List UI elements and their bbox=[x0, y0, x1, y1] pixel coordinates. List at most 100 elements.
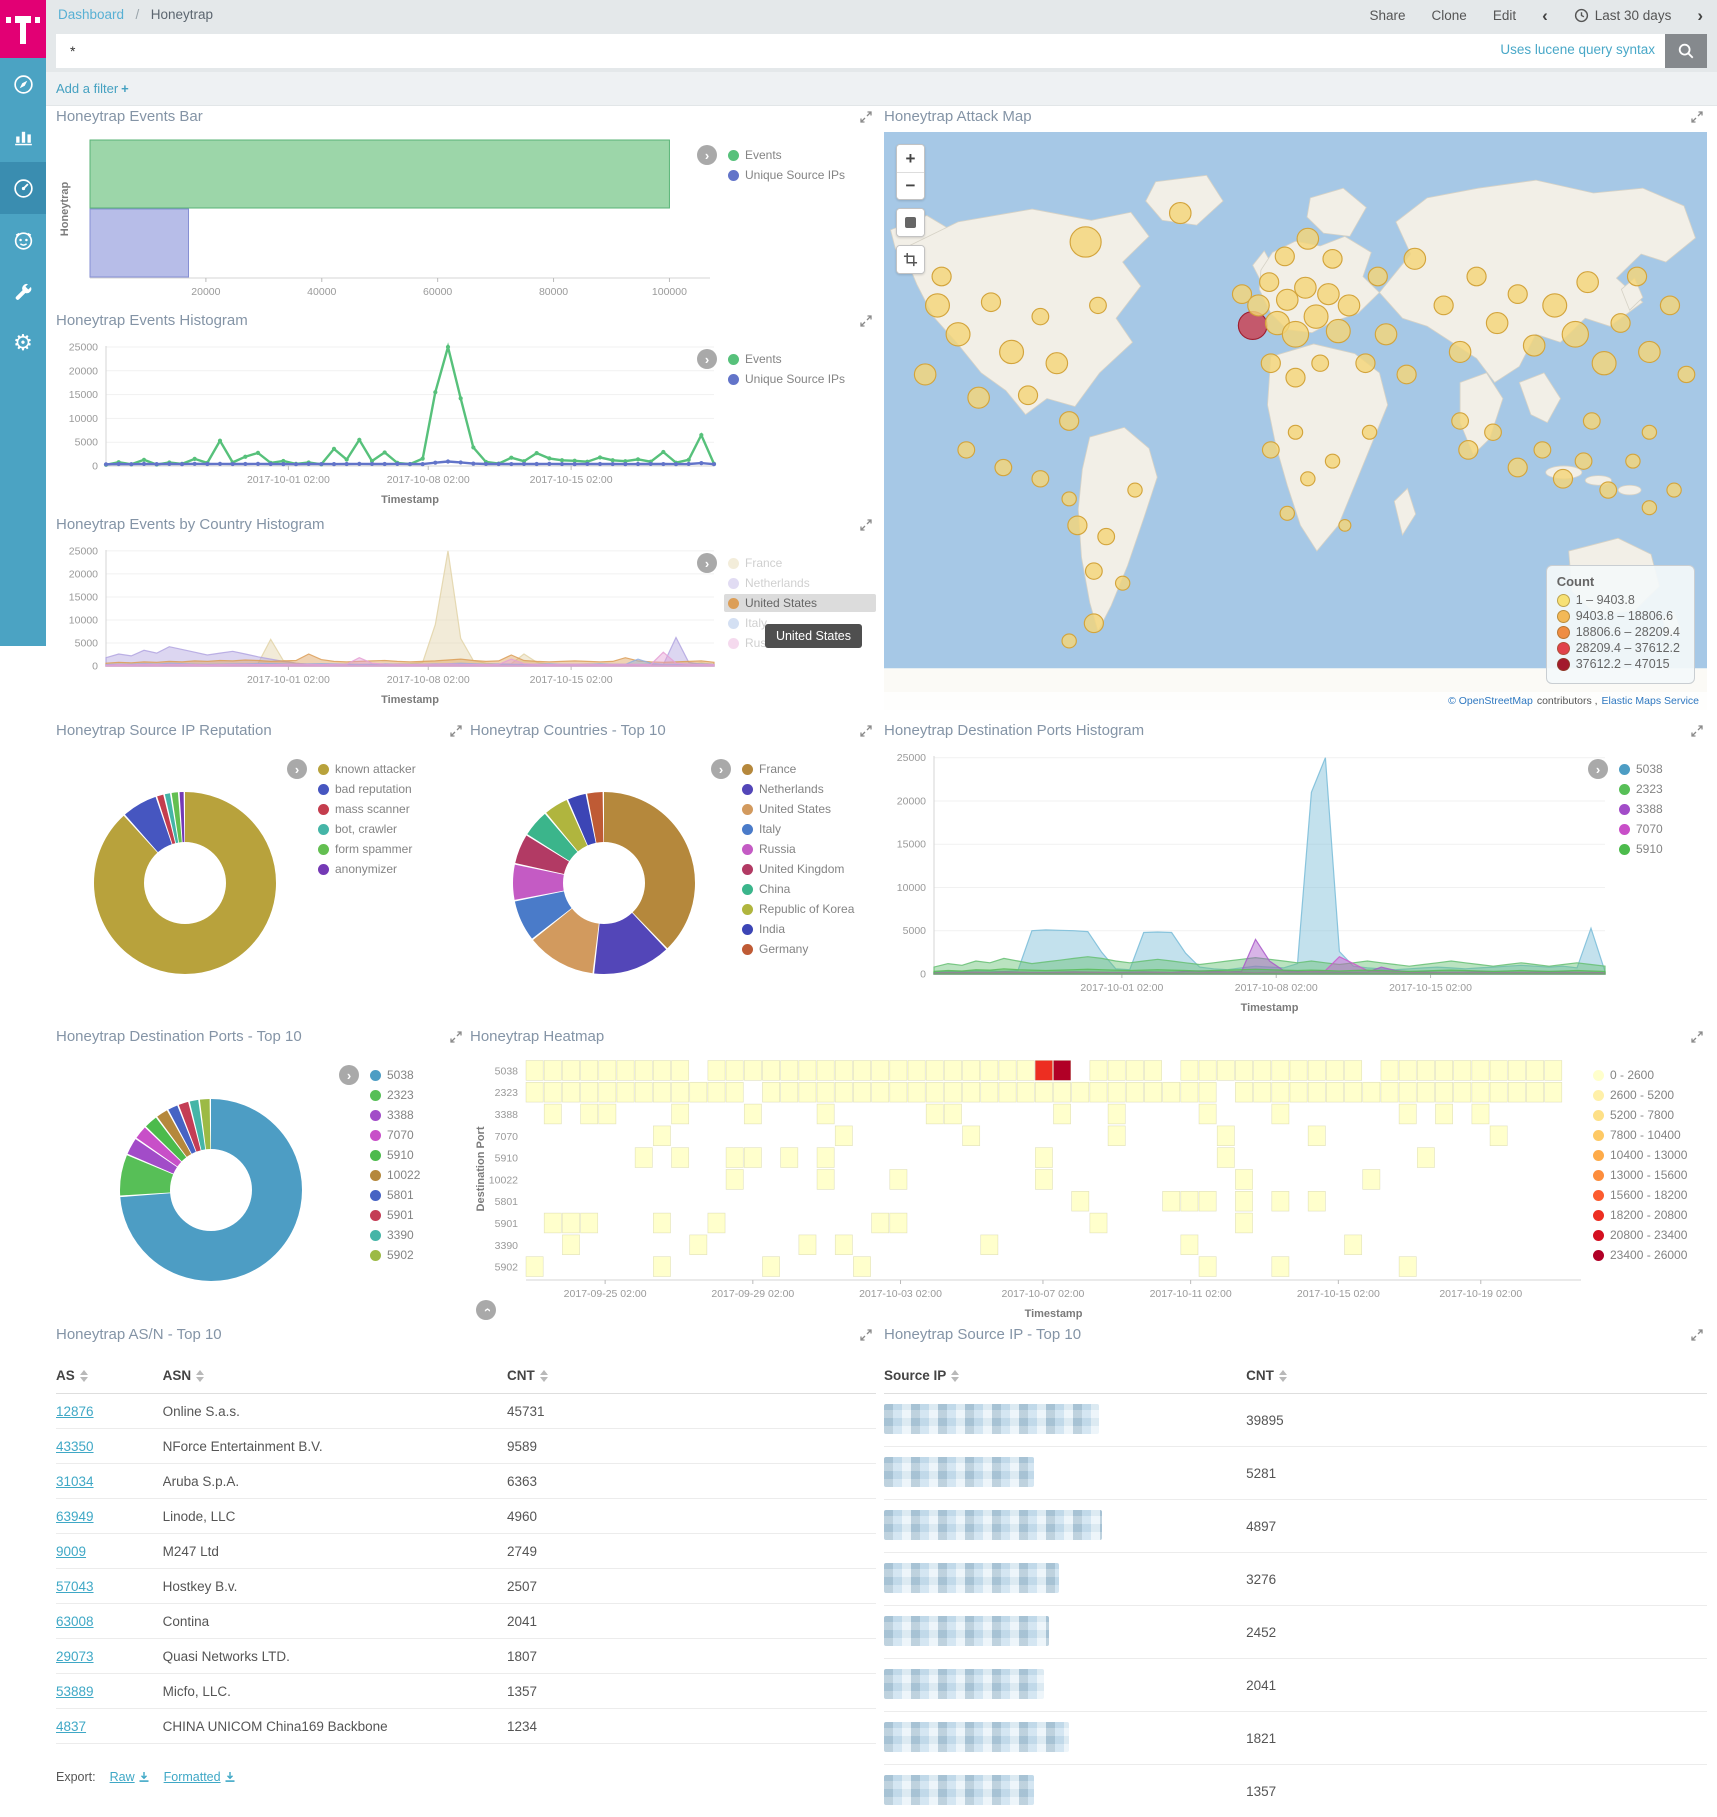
heatmap-cell[interactable] bbox=[1253, 1081, 1272, 1103]
map-attack-circle[interactable] bbox=[980, 292, 1002, 313]
expand-panel-icon[interactable] bbox=[450, 1030, 462, 1048]
map-attack-circle[interactable] bbox=[1067, 515, 1088, 536]
heatmap-cell[interactable] bbox=[598, 1081, 617, 1103]
map-attack-circle[interactable] bbox=[1325, 318, 1351, 344]
heatmap-cell[interactable] bbox=[707, 1212, 726, 1234]
map-zoom-out-button[interactable]: − bbox=[897, 172, 924, 199]
legend-item[interactable]: 7800 - 10400 bbox=[1589, 1126, 1707, 1144]
heatmap-cell[interactable] bbox=[1344, 1234, 1363, 1255]
export-raw-link[interactable]: Raw bbox=[110, 1770, 150, 1784]
time-picker[interactable]: Last 30 days bbox=[1574, 8, 1671, 23]
heatmap-cell[interactable] bbox=[816, 1103, 835, 1125]
sort-icon[interactable] bbox=[539, 1370, 548, 1383]
data-point[interactable] bbox=[445, 459, 451, 464]
heatmap-cell[interactable] bbox=[889, 1081, 908, 1103]
as-link[interactable]: 43350 bbox=[56, 1439, 94, 1454]
heatmap-cell[interactable] bbox=[962, 1081, 981, 1103]
sidebar-item-management[interactable]: ⚙ bbox=[0, 318, 46, 370]
heatmap-cell[interactable] bbox=[1089, 1081, 1108, 1103]
data-point[interactable] bbox=[255, 450, 261, 456]
data-point[interactable] bbox=[635, 461, 641, 467]
heatmap-cell[interactable] bbox=[889, 1212, 908, 1234]
heatmap-cell[interactable] bbox=[598, 1103, 617, 1125]
data-point[interactable] bbox=[141, 461, 147, 466]
data-point[interactable] bbox=[699, 461, 704, 466]
map-attack-circle[interactable] bbox=[1561, 320, 1590, 348]
data-point[interactable] bbox=[281, 461, 286, 467]
heatmap-cell[interactable] bbox=[598, 1060, 617, 1081]
map-attack-circle[interactable] bbox=[1448, 340, 1472, 363]
data-point[interactable] bbox=[192, 461, 197, 466]
map-attack-circle[interactable] bbox=[1017, 385, 1039, 406]
heatmap-cell[interactable] bbox=[543, 1212, 562, 1234]
map-attack-circle[interactable] bbox=[1666, 482, 1682, 498]
countries-donut-chart[interactable] bbox=[470, 746, 738, 1020]
data-point[interactable] bbox=[458, 396, 463, 401]
heatmap-cell[interactable] bbox=[1235, 1169, 1253, 1190]
map-attack-circle-hot[interactable] bbox=[1237, 310, 1268, 340]
data-point[interactable] bbox=[192, 456, 197, 461]
heatmap-cell[interactable] bbox=[1526, 1081, 1544, 1103]
map-attack-circle[interactable] bbox=[1084, 562, 1103, 580]
heatmap-cell[interactable] bbox=[1125, 1060, 1144, 1081]
search-button[interactable] bbox=[1665, 34, 1707, 68]
heatmap-cell[interactable] bbox=[798, 1081, 817, 1103]
map-attack-circle[interactable] bbox=[1338, 518, 1352, 532]
map-attack-circle[interactable] bbox=[945, 322, 971, 347]
heatmap-cell[interactable] bbox=[1398, 1256, 1417, 1277]
events-bar-chart[interactable]: 20000 40000 60000 80000 100000 Honeytrap bbox=[56, 132, 724, 306]
heatmap-cell[interactable] bbox=[925, 1103, 944, 1125]
data-point[interactable] bbox=[635, 457, 641, 462]
map-attack-circle[interactable] bbox=[1355, 353, 1376, 374]
map-attack-circle[interactable] bbox=[931, 266, 952, 287]
heatmap-cell[interactable] bbox=[1180, 1060, 1199, 1081]
data-point[interactable] bbox=[559, 461, 565, 467]
heatmap-cell[interactable] bbox=[653, 1081, 671, 1103]
line-series-Events[interactable] bbox=[105, 342, 716, 466]
map-attack-circle[interactable] bbox=[1089, 296, 1107, 315]
map-attack-circle[interactable] bbox=[1591, 350, 1617, 376]
area-series-7070[interactable] bbox=[933, 955, 1606, 975]
data-point[interactable] bbox=[243, 461, 248, 467]
map-attack-circle[interactable] bbox=[924, 293, 951, 318]
heatmap-cell[interactable] bbox=[1180, 1191, 1199, 1212]
heatmap-cell[interactable] bbox=[1362, 1169, 1381, 1190]
map-zoom-in-button[interactable]: + bbox=[897, 145, 924, 172]
heatmap-cell[interactable] bbox=[1035, 1081, 1053, 1103]
heatmap-cell[interactable] bbox=[580, 1081, 599, 1103]
search-input[interactable] bbox=[56, 34, 1665, 68]
sidebar-item-dev-tools[interactable] bbox=[0, 266, 46, 318]
legend-item[interactable]: Netherlands bbox=[738, 780, 876, 798]
heatmap-cell[interactable] bbox=[1271, 1256, 1290, 1277]
legend-item[interactable]: United Kingdom bbox=[738, 860, 876, 878]
heatmap-cell[interactable] bbox=[1235, 1212, 1253, 1234]
heatmap-cell[interactable] bbox=[853, 1060, 871, 1081]
data-point[interactable] bbox=[547, 461, 552, 467]
legend-item[interactable]: China bbox=[738, 880, 876, 898]
heatmap-cell[interactable] bbox=[1253, 1060, 1272, 1081]
heatmap-cell[interactable] bbox=[1235, 1081, 1253, 1103]
data-point[interactable] bbox=[686, 461, 691, 467]
time-next-icon[interactable]: › bbox=[1697, 5, 1703, 25]
area-series-Russia[interactable] bbox=[105, 651, 715, 667]
heatmap-cell[interactable] bbox=[1435, 1081, 1453, 1103]
legend-item[interactable]: 10400 - 13000 bbox=[1589, 1146, 1707, 1164]
sidebar-item-visualize[interactable] bbox=[0, 110, 46, 162]
heatmap-cell[interactable] bbox=[871, 1212, 890, 1234]
data-point[interactable] bbox=[395, 461, 400, 466]
expand-panel-icon[interactable] bbox=[860, 518, 872, 536]
map-attack-circle[interactable] bbox=[1114, 575, 1131, 591]
map-attack-circle[interactable] bbox=[1127, 482, 1143, 498]
heatmap-cell[interactable] bbox=[634, 1081, 653, 1103]
data-point[interactable] bbox=[547, 456, 552, 461]
map-attack-circle[interactable] bbox=[1638, 340, 1661, 363]
map-attack-circle[interactable] bbox=[999, 339, 1025, 365]
heatmap-cell[interactable] bbox=[1198, 1081, 1217, 1103]
legend-item[interactable]: 5200 - 7800 bbox=[1589, 1106, 1707, 1124]
map-attack-circle[interactable] bbox=[1396, 364, 1417, 385]
legend-item[interactable]: bad reputation bbox=[314, 780, 466, 798]
sidebar-item-discover[interactable] bbox=[0, 58, 46, 110]
heatmap-cell[interactable] bbox=[980, 1060, 999, 1081]
data-point[interactable] bbox=[471, 445, 476, 450]
legend-item[interactable]: India bbox=[738, 920, 876, 938]
